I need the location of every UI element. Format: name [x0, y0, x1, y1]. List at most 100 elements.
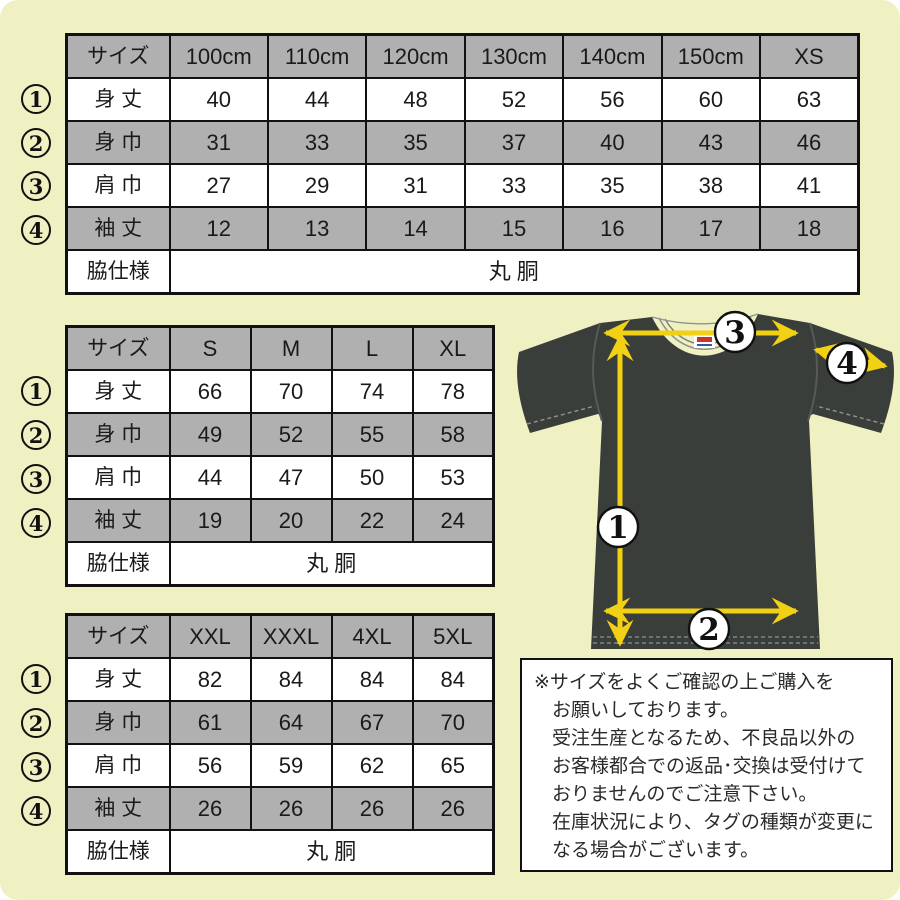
value-cell: 49	[168, 412, 252, 457]
footer-value: 丸 胴	[168, 541, 495, 587]
row-marker-body-width: 2	[21, 708, 51, 738]
header-cell: 120cm	[365, 33, 466, 79]
value-cell: 26	[168, 786, 252, 831]
value-cell: 22	[330, 498, 414, 543]
value-cell: 27	[168, 163, 269, 208]
footer-value: 丸 胴	[168, 829, 495, 875]
value-cell: 64	[249, 700, 333, 745]
note-line: 在庫状況により、タグの種類が変更に	[552, 812, 874, 833]
value-cell: 26	[411, 786, 495, 831]
header-cell: M	[249, 325, 333, 371]
note-line: 受注生産となるため、不良品以外の	[552, 728, 856, 749]
note-line: お願いしております。	[552, 700, 739, 721]
value-cell: 33	[266, 120, 368, 165]
purchase-note-box: ※サイズをよくご確認の上ご購入を お願いしております。 受注生産となるため、不良…	[520, 658, 893, 872]
table-footer-row: 脇仕様 丸 胴	[65, 249, 860, 295]
value-cell: 84	[330, 657, 414, 702]
value-cell: 41	[759, 163, 860, 208]
value-cell: 33	[463, 163, 565, 208]
value-cell: 70	[411, 700, 495, 745]
row-marker-sleeve: 4	[21, 215, 51, 245]
value-cell: 35	[562, 163, 663, 208]
row-label: 袖 丈	[65, 206, 171, 251]
svg-text:1: 1	[607, 510, 629, 546]
marker-digit: 1	[28, 378, 44, 404]
value-cell: 56	[168, 743, 252, 788]
row-marker-body-length: 1	[21, 84, 51, 114]
table-row: 身 丈 82 84 84 84	[65, 657, 495, 702]
row-marker-body-width: 2	[21, 420, 51, 450]
row-marker-body-length: 1	[21, 376, 51, 406]
size-table-kids: サイズ 100cm 110cm 120cm 130cm 140cm 150cm …	[65, 33, 860, 295]
table-row: 身 丈 66 70 74 78	[65, 369, 495, 414]
header-cell: 110cm	[266, 33, 368, 79]
left-armhole-seam	[592, 322, 603, 422]
value-cell: 84	[411, 657, 495, 702]
header-cell: 5XL	[411, 613, 495, 659]
row-marker-sleeve: 4	[21, 508, 51, 538]
row-label: 肩 巾	[65, 455, 171, 500]
row-label: 身 巾	[65, 412, 171, 457]
value-cell: 35	[365, 120, 466, 165]
table-row: 肩 巾 56 59 62 65	[65, 743, 495, 788]
header-cell: 100cm	[168, 33, 269, 79]
header-cell: XL	[411, 325, 495, 371]
value-cell: 40	[168, 77, 269, 122]
row-marker-body-width: 2	[21, 128, 51, 158]
value-cell: 19	[168, 498, 252, 543]
diagram-marker-body-length: 1	[596, 505, 640, 549]
header-size-label: サイズ	[65, 613, 171, 659]
table-footer-row: 脇仕様 丸 胴	[65, 541, 495, 587]
value-cell: 53	[411, 455, 495, 500]
note-line: なる場合がございます。	[552, 840, 760, 861]
value-cell: 50	[330, 455, 414, 500]
value-cell: 59	[249, 743, 333, 788]
table-row: 袖 丈 26 26 26 26	[65, 786, 495, 831]
value-cell: 61	[168, 700, 252, 745]
header-cell: XXXL	[249, 613, 333, 659]
svg-text:2: 2	[698, 612, 720, 648]
value-cell: 56	[562, 77, 663, 122]
value-cell: 44	[168, 455, 252, 500]
value-cell: 74	[330, 369, 414, 414]
value-cell: 43	[660, 120, 762, 165]
value-cell: 66	[168, 369, 252, 414]
right-armhole-seam	[807, 322, 818, 422]
table-row: 袖 丈 19 20 22 24	[65, 498, 495, 543]
header-cell: S	[168, 325, 252, 371]
value-cell: 63	[759, 77, 860, 122]
footer-value: 丸 胴	[168, 249, 860, 295]
value-cell: 70	[249, 369, 333, 414]
row-marker-shoulder: 3	[21, 464, 51, 494]
marker-digit: 3	[28, 466, 44, 492]
row-label: 袖 丈	[65, 498, 171, 543]
note-line: おりませんのでご注意下さい。	[552, 784, 818, 805]
row-label: 身 巾	[65, 700, 171, 745]
row-label: 身 丈	[65, 657, 171, 702]
marker-digit: 4	[28, 510, 44, 536]
note-line: ※サイズをよくご確認の上ご購入を	[534, 672, 835, 693]
value-cell: 18	[759, 206, 860, 251]
value-cell: 82	[168, 657, 252, 702]
row-label: 身 丈	[65, 369, 171, 414]
size-table-adult: サイズ S M L XL 身 丈 66 70 74 78 身 巾 49 52 5…	[65, 325, 495, 587]
value-cell: 40	[562, 120, 663, 165]
table-header-row: サイズ S M L XL	[65, 325, 495, 371]
value-cell: 65	[411, 743, 495, 788]
neck-tag-logo	[697, 337, 712, 342]
value-cell: 67	[330, 700, 414, 745]
marker-digit: 4	[28, 217, 44, 243]
value-cell: 17	[660, 206, 762, 251]
note-line: お客様都合での返品･交換は受付けて	[552, 756, 866, 777]
marker-digit: 3	[28, 754, 44, 780]
value-cell: 26	[249, 786, 333, 831]
table-footer-row: 脇仕様 丸 胴	[65, 829, 495, 875]
table-row: 身 巾 31 33 35 37 40 43 46	[65, 120, 860, 165]
value-cell: 52	[463, 77, 565, 122]
header-cell: XXL	[168, 613, 252, 659]
table-row: 肩 巾 27 29 31 33 35 38 41	[65, 163, 860, 208]
marker-digit: 4	[28, 798, 44, 824]
value-cell: 26	[330, 786, 414, 831]
value-cell: 16	[562, 206, 663, 251]
value-cell: 37	[463, 120, 565, 165]
